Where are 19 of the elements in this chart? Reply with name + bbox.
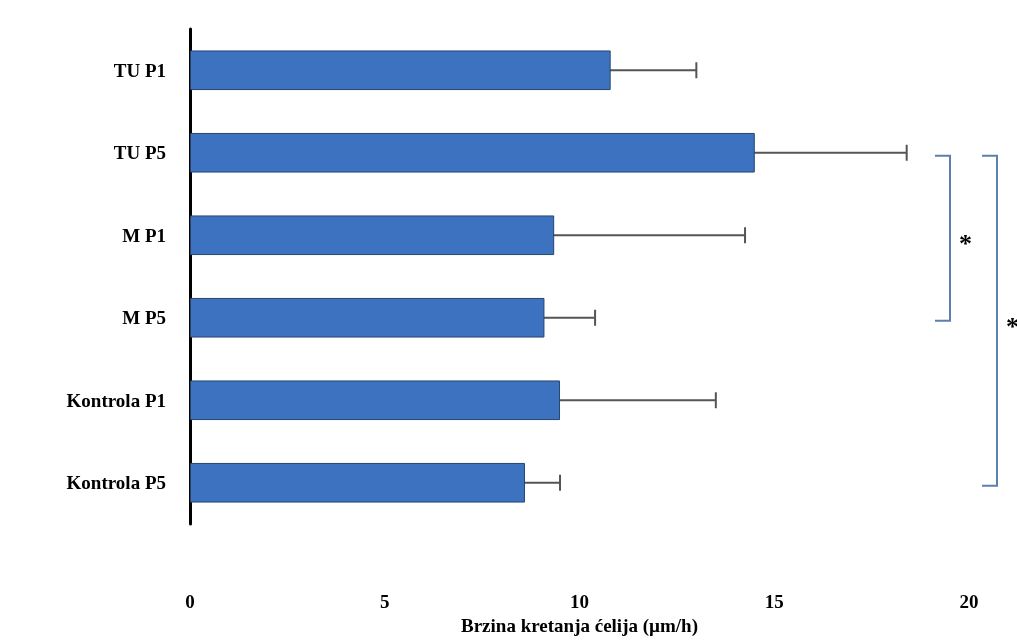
- bar: [190, 132, 755, 173]
- x-axis-title: Brzina kretanja ćelija (µm/h): [461, 614, 698, 637]
- bar: [190, 380, 561, 421]
- x-tick-label: 20: [959, 591, 979, 612]
- y-tick-label: M P5: [122, 307, 166, 329]
- x-tick-label: 10: [570, 591, 589, 612]
- y-tick-label: M P1: [122, 224, 166, 246]
- bar: [190, 215, 555, 256]
- bar: [190, 50, 611, 91]
- x-tick-label: 0: [185, 591, 195, 612]
- y-tick-label: TU P5: [113, 142, 166, 164]
- y-tick-label: TU P1: [113, 59, 166, 81]
- bar: [190, 462, 525, 503]
- y-tick-label: Kontrola P1: [66, 389, 166, 411]
- x-tick-label: 5: [380, 591, 390, 612]
- bar: [190, 297, 545, 338]
- y-tick-label: Kontrola P5: [66, 472, 166, 494]
- annotation: *: [959, 229, 972, 259]
- x-tick-label: 15: [764, 591, 784, 612]
